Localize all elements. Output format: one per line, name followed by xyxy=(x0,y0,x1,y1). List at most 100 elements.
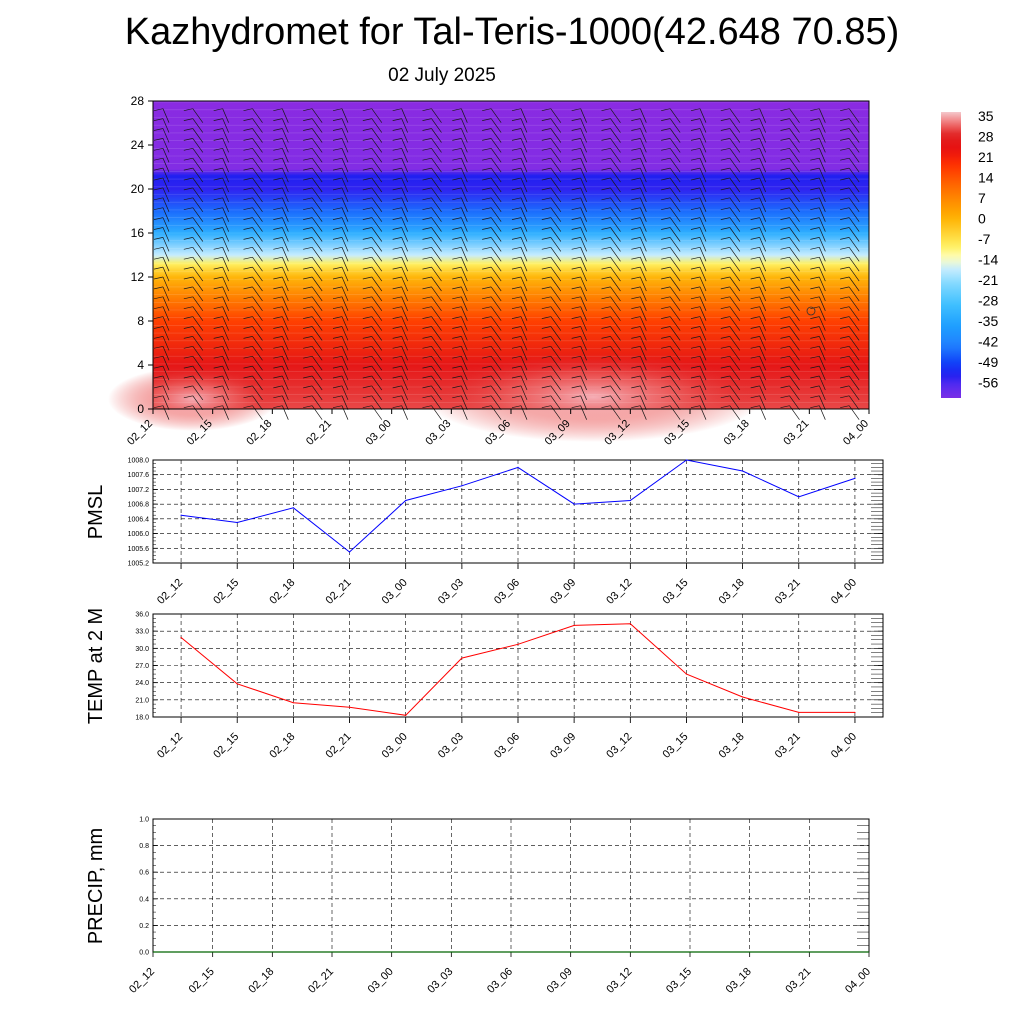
wind-barb-flag xyxy=(362,385,372,389)
wind-barb-flag xyxy=(840,108,850,112)
wind-barb-flag xyxy=(153,385,164,389)
wind-barb-flag xyxy=(840,177,850,181)
wind-barb-flag xyxy=(153,128,164,131)
wind-barb xyxy=(252,346,263,361)
wind-barb xyxy=(371,306,383,321)
wind-barb-flag xyxy=(392,108,402,112)
y-tick-label: 0.4 xyxy=(139,896,149,903)
wind-barb-flag xyxy=(661,365,671,369)
wind-barb-flag xyxy=(482,355,492,359)
wind-barb-flag xyxy=(332,177,343,181)
wind-barb-flag xyxy=(153,365,164,369)
wind-barb xyxy=(192,276,204,292)
wind-barb-flag xyxy=(690,217,701,220)
wind-barb xyxy=(580,365,587,381)
wind-barb xyxy=(252,316,263,331)
wind-barb-flag xyxy=(243,395,253,399)
wind-barb-flag xyxy=(840,217,850,220)
wind-barb-flag xyxy=(213,385,223,389)
wind-barb xyxy=(550,247,562,262)
wind-barb xyxy=(490,336,502,351)
wind-barb-flag xyxy=(690,355,701,359)
wind-barb-flag xyxy=(243,237,253,240)
wind-barb xyxy=(610,118,621,133)
wind-barb-flag xyxy=(810,365,820,369)
wind-barb-flag xyxy=(153,207,164,211)
wind-barb xyxy=(371,138,383,153)
data-point xyxy=(742,470,744,472)
wind-barb-flag xyxy=(243,187,253,191)
wind-barb-flag xyxy=(213,217,223,220)
wind-barb xyxy=(669,217,681,232)
wind-barb-flag xyxy=(810,296,820,300)
wind-barb-flag xyxy=(631,207,641,211)
wind-barb-flag xyxy=(452,157,462,161)
wind-barb-flag xyxy=(571,375,581,379)
wind-barb-flag xyxy=(303,336,313,339)
wind-barb-flag xyxy=(541,217,551,220)
wind-barb xyxy=(282,266,289,282)
wind-barb xyxy=(759,227,766,242)
wind-barb xyxy=(371,365,383,381)
wind-barb-flag xyxy=(303,256,313,260)
wind-barb xyxy=(282,316,289,331)
wind-barb xyxy=(490,118,502,133)
wind-barb xyxy=(729,385,741,401)
wind-barb xyxy=(640,177,647,193)
wind-barb xyxy=(311,187,323,203)
wind-barb xyxy=(252,276,263,292)
wind-barb-flag xyxy=(720,157,730,161)
wind-barb xyxy=(520,365,528,381)
wind-barb-flag xyxy=(750,405,760,409)
wind-barb-flag xyxy=(631,345,641,349)
wind-barb xyxy=(819,365,826,381)
precip-panel: 0.00.20.40.60.81.002_12 02_15 02_18 02_21 03… xyxy=(85,817,873,996)
warm-core-2 xyxy=(423,352,763,442)
wind-barb xyxy=(550,395,562,411)
wind-barb xyxy=(252,108,263,123)
wind-barb xyxy=(550,296,562,312)
wind-barb-flag xyxy=(810,167,820,171)
wind-barb-flag xyxy=(362,227,372,230)
wind-barb-flag xyxy=(661,355,671,359)
wind-barb xyxy=(490,316,502,331)
wind-barb-flag xyxy=(452,375,462,379)
colorbar-label: -14 xyxy=(978,252,998,268)
wind-barb xyxy=(699,276,707,292)
wind-barb xyxy=(222,158,229,173)
wind-barb xyxy=(282,158,289,173)
wind-barb-flag xyxy=(422,266,432,270)
wind-barb xyxy=(341,395,349,410)
wind-barb-flag xyxy=(511,197,522,201)
wind-barb xyxy=(848,365,860,381)
x-tick-label: 02_18 xyxy=(267,577,297,607)
wind-barb xyxy=(729,217,741,232)
wind-barb-flag xyxy=(601,138,611,141)
wind-barb-flag xyxy=(332,237,343,240)
wind-barb-flag xyxy=(422,336,432,339)
wind-barb xyxy=(759,375,766,391)
wind-barb xyxy=(431,365,442,381)
wind-barb xyxy=(550,346,562,361)
wind-barb-flag xyxy=(810,118,820,121)
colorbar-label: -35 xyxy=(978,313,998,329)
wind-barb-flag xyxy=(541,118,551,121)
wind-barb-flag xyxy=(213,395,223,399)
wind-barb xyxy=(401,247,408,262)
wind-barb-flag xyxy=(422,128,432,131)
wind-barb-flag xyxy=(541,128,551,131)
wind-barb-flag xyxy=(392,355,402,359)
wind-barb xyxy=(819,158,826,173)
wind-barb-flag xyxy=(511,157,522,161)
wind-barb-flag xyxy=(392,227,402,230)
wind-barb xyxy=(699,158,707,173)
wind-barb-flag xyxy=(661,147,671,151)
wind-barb xyxy=(341,365,349,381)
wind-barb xyxy=(162,316,170,331)
wind-barb xyxy=(341,336,349,351)
wind-barb-flag xyxy=(243,167,253,171)
wind-barb xyxy=(282,356,289,371)
wind-barb-flag xyxy=(452,336,462,339)
wind-barb-flag xyxy=(332,118,343,121)
wind-barb-flag xyxy=(243,276,253,280)
